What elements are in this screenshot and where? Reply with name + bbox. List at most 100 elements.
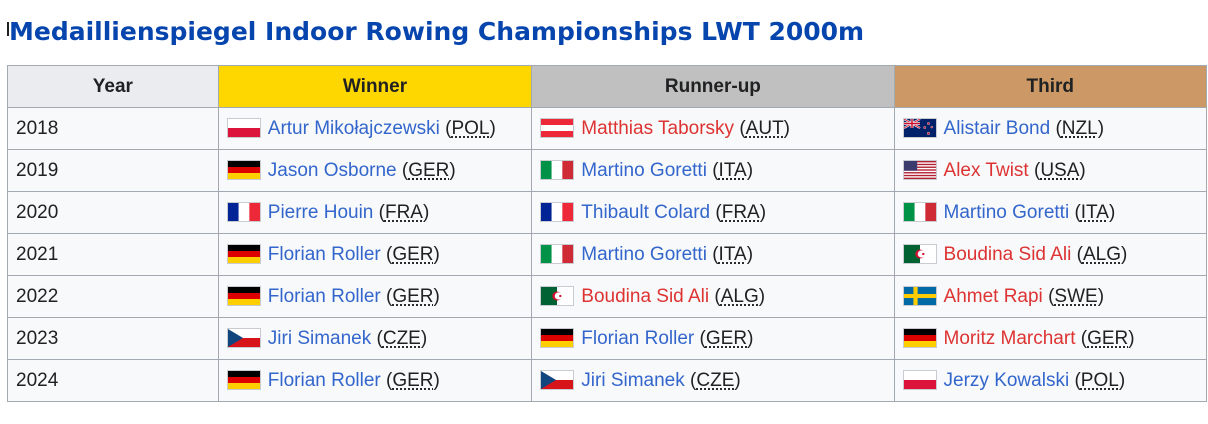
winner-cell: Pierre Houin (FRA)	[217, 191, 533, 234]
year-link[interactable]: 2019	[7, 149, 219, 192]
third-cell: Moritz Marchart (GER)	[893, 317, 1208, 360]
country-code-abbr: GER	[392, 369, 434, 391]
country-code-abbr: POL	[451, 117, 490, 139]
athlete-link[interactable]: Martino Goretti	[581, 159, 707, 181]
athlete-link[interactable]: Jerzy Kowalski	[943, 369, 1070, 391]
country-code-abbr: ALG	[1082, 243, 1121, 265]
athlete-link[interactable]: Jiri Simanek	[581, 369, 685, 391]
poland-flag-icon	[902, 369, 937, 390]
germany-flag-icon	[540, 327, 575, 348]
athlete-link[interactable]: Florian Roller	[581, 327, 695, 349]
runner-up-cell: Thibault Colard (FRA)	[531, 191, 895, 234]
poland-flag-icon	[226, 117, 261, 138]
athlete-link[interactable]: Ahmet Rapi	[943, 285, 1043, 307]
year-link[interactable]: 2018	[7, 107, 219, 150]
germany-flag-icon	[226, 159, 261, 180]
france-flag-icon	[226, 201, 261, 222]
germany-flag-icon	[226, 369, 261, 390]
italy-flag-icon	[540, 243, 575, 264]
runner-up-cell: Boudina Sid Ali (ALG)	[531, 275, 895, 318]
third-cell: Ahmet Rapi (SWE)	[893, 275, 1208, 318]
athlete-link[interactable]: Florian Roller	[267, 243, 381, 265]
year-link[interactable]: 2024	[7, 359, 219, 402]
runner-up-cell: Jiri Simanek (CZE)	[531, 359, 895, 402]
winner-cell: Florian Roller (GER)	[217, 359, 533, 402]
header-runner-up: Runner-up	[531, 65, 895, 108]
table-row: 2023 Jiri Simanek (CZE) Florian Roller (GE…	[7, 317, 1208, 360]
country-code-abbr: POL	[1080, 369, 1119, 391]
table-row: 2020 Pierre Houin (FRA) Thibault Colard (F…	[7, 191, 1208, 234]
france-flag-icon	[540, 201, 575, 222]
athlete-link[interactable]: Florian Roller	[267, 369, 381, 391]
year-link[interactable]: 2020	[7, 191, 219, 234]
athlete-link[interactable]: Boudina Sid Ali	[581, 285, 710, 307]
new-zealand-flag-icon	[902, 117, 937, 138]
third-cell: Boudina Sid Ali (ALG)	[893, 233, 1208, 276]
country-code-abbr: SWE	[1054, 285, 1098, 307]
austria-flag-icon	[540, 117, 575, 138]
athlete-link[interactable]: Jiri Simanek	[267, 327, 372, 349]
athlete-link[interactable]: Florian Roller	[267, 285, 381, 307]
year-link[interactable]: 2023	[7, 317, 219, 360]
third-cell: Alex Twist (USA)	[893, 149, 1208, 192]
czech-flag-icon	[226, 327, 261, 348]
header-row: Year Winner Runner-up Third	[7, 65, 1208, 108]
germany-flag-icon	[902, 327, 937, 348]
header-third: Third	[893, 65, 1208, 108]
athlete-link[interactable]: Jason Osborne	[267, 159, 397, 181]
winner-cell: Artur Mikołajczewski (POL)	[217, 107, 533, 150]
country-code-abbr: ITA	[1080, 201, 1109, 223]
italy-flag-icon	[540, 159, 575, 180]
third-cell: Alistair Bond (NZL)	[893, 107, 1208, 150]
usa-flag-icon	[902, 159, 937, 180]
runner-up-cell: Matthias Taborsky (AUT)	[531, 107, 895, 150]
italy-flag-icon	[902, 201, 937, 222]
table-row: 2019 Jason Osborne (GER) Martino Goretti (…	[7, 149, 1208, 192]
algeria-flag-icon	[902, 243, 937, 264]
athlete-link[interactable]: Pierre Houin	[267, 201, 374, 223]
year-link[interactable]: 2022	[7, 275, 219, 318]
athlete-link[interactable]: Matthias Taborsky	[581, 117, 735, 139]
table-row: 2024 Florian Roller (GER) Jiri Simanek (CZ…	[7, 359, 1208, 402]
country-code-abbr: GER	[705, 327, 748, 349]
country-code-abbr: CZE	[382, 327, 421, 349]
winner-cell: Florian Roller (GER)	[217, 275, 533, 318]
country-code-abbr: ITA	[718, 159, 747, 181]
text-cursor-marker	[7, 22, 9, 36]
country-code-abbr: GER	[1087, 327, 1129, 349]
winner-cell: Jason Osborne (GER)	[217, 149, 533, 192]
country-code-abbr: ALG	[720, 285, 759, 307]
czech-flag-icon	[540, 369, 575, 390]
country-code-abbr: USA	[1040, 159, 1080, 181]
third-cell: Martino Goretti (ITA)	[893, 191, 1208, 234]
runner-up-cell: Martino Goretti (ITA)	[531, 149, 895, 192]
table-row: 2018 Artur Mikołajczewski (POL) Matthias T…	[7, 107, 1208, 150]
athlete-link[interactable]: Alex Twist	[943, 159, 1029, 181]
winner-cell: Jiri Simanek (CZE)	[217, 317, 533, 360]
country-code-abbr: GER	[392, 243, 434, 265]
athlete-link[interactable]: Artur Mikołajczewski	[267, 117, 440, 139]
table-row: 2021 Florian Roller (GER) Martino Goretti …	[7, 233, 1208, 276]
year-link[interactable]: 2021	[7, 233, 219, 276]
country-code-abbr: NZL	[1061, 117, 1098, 139]
table-row: 2022 Florian Roller (GER) Boudina Sid Ali …	[7, 275, 1208, 318]
country-code-abbr: GER	[392, 285, 434, 307]
runner-up-cell: Martino Goretti (ITA)	[531, 233, 895, 276]
athlete-link[interactable]: Boudina Sid Ali	[943, 243, 1072, 265]
athlete-link[interactable]: Alistair Bond	[943, 117, 1051, 139]
athlete-link[interactable]: Martino Goretti	[581, 243, 707, 265]
header-year: Year	[7, 65, 219, 108]
athlete-link[interactable]: Moritz Marchart	[943, 327, 1076, 349]
medal-table: Year Winner Runner-up Third 2018 Artur Mi…	[7, 65, 1208, 402]
country-code-abbr: ITA	[718, 243, 747, 265]
country-code-abbr: FRA	[721, 201, 760, 223]
page-title: Medaillienspiegel Indoor Rowing Champion…	[9, 17, 865, 46]
winner-cell: Florian Roller (GER)	[217, 233, 533, 276]
athlete-link[interactable]: Thibault Colard	[581, 201, 711, 223]
germany-flag-icon	[226, 285, 261, 306]
header-winner: Winner	[217, 65, 533, 108]
athlete-link[interactable]: Martino Goretti	[943, 201, 1070, 223]
algeria-flag-icon	[540, 285, 575, 306]
germany-flag-icon	[226, 243, 261, 264]
country-code-abbr: GER	[408, 159, 450, 181]
